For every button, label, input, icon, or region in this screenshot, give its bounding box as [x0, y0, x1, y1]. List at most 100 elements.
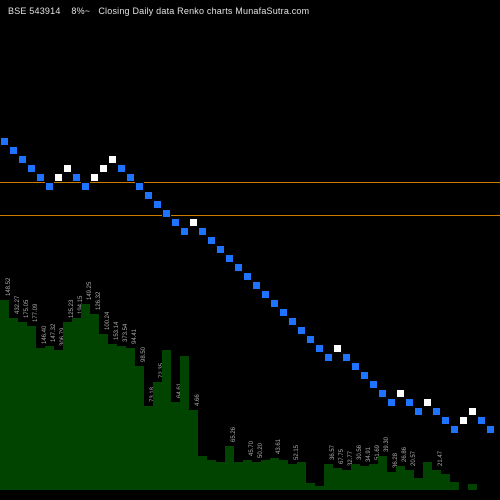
title-symbol: BSE 543914 [8, 6, 61, 16]
volume-bar [468, 484, 477, 490]
volume-bar [45, 346, 54, 490]
volume-bar [432, 470, 441, 490]
volume-bar [9, 318, 18, 490]
volume-bar [153, 382, 162, 490]
renko-brick-down [81, 182, 90, 191]
renko-brick-up [63, 164, 72, 173]
volume-label: 36.57 [330, 445, 336, 460]
renko-brick-down [324, 353, 333, 362]
renko-brick-down [477, 416, 486, 425]
volume-bar [414, 478, 423, 490]
renko-brick-down [360, 371, 369, 380]
chart-area: 148.52432.27175.05177.09146.40147.32306.… [0, 20, 500, 490]
volume-bar [63, 322, 72, 490]
renko-brick-down [45, 182, 54, 191]
volume-bar [342, 470, 351, 490]
renko-brick-up [459, 416, 468, 425]
volume-label: 20.57 [411, 451, 417, 466]
renko-brick-down [414, 407, 423, 416]
volume-label: 146.40 [42, 326, 48, 344]
volume-label: 177.09 [33, 304, 39, 322]
volume-bar [405, 470, 414, 490]
volume-bar [243, 460, 252, 490]
renko-brick-down [207, 236, 216, 245]
renko-brick-down [486, 425, 495, 434]
renko-brick-down [27, 164, 36, 173]
volume-bar [72, 318, 81, 490]
renko-brick-down [153, 200, 162, 209]
volume-bar [450, 482, 459, 490]
renko-brick-down [252, 281, 261, 290]
volume-bar [441, 474, 450, 490]
volume-bar [27, 326, 36, 490]
volume-bar [18, 322, 27, 490]
renko-brick-down [378, 389, 387, 398]
volume-bar [54, 350, 63, 490]
volume-bar [162, 350, 171, 490]
renko-brick-down [288, 317, 297, 326]
volume-bar [387, 472, 396, 490]
renko-brick-up [108, 155, 117, 164]
volume-label: 153.14 [114, 322, 120, 340]
volume-bar [117, 346, 126, 490]
renko-brick-down [198, 227, 207, 236]
volume-bar [36, 348, 45, 490]
renko-brick-down [0, 137, 9, 146]
volume-label: 30.56 [357, 445, 363, 460]
renko-brick-down [135, 182, 144, 191]
volume-bar [189, 410, 198, 490]
volume-bar [378, 456, 387, 490]
renko-brick-down [279, 308, 288, 317]
volume-bar [198, 456, 207, 490]
renko-brick-up [99, 164, 108, 173]
volume-label: 39.30 [384, 437, 390, 452]
volume-bar [333, 468, 342, 490]
volume-label: 50.20 [258, 443, 264, 458]
renko-brick-down [270, 299, 279, 308]
renko-brick-down [405, 398, 414, 407]
renko-brick-down [126, 173, 135, 182]
renko-chart-container: BSE 543914 8%~ Closing Daily data Renko … [0, 0, 500, 500]
volume-bar [270, 458, 279, 490]
volume-label: 373.54 [123, 324, 129, 342]
renko-brick-down [387, 398, 396, 407]
volume-label: 98.50 [141, 347, 147, 362]
volume-label: 100.24 [105, 312, 111, 330]
renko-brick-down [432, 407, 441, 416]
horizontal-ref-line [0, 182, 500, 183]
volume-label: 4.66 [195, 394, 201, 406]
volume-bar [315, 486, 324, 490]
renko-brick-down [180, 227, 189, 236]
volume-bar [252, 462, 261, 490]
volume-bar [225, 446, 234, 490]
volume-bar [351, 464, 360, 490]
renko-brick-down [261, 290, 270, 299]
renko-brick-up [90, 173, 99, 182]
renko-brick-down [72, 173, 81, 182]
renko-brick-down [315, 344, 324, 353]
renko-brick-down [342, 353, 351, 362]
renko-brick-down [243, 272, 252, 281]
renko-brick-up [333, 344, 342, 353]
renko-brick-up [396, 389, 405, 398]
renko-brick-down [18, 155, 27, 164]
volume-bar [423, 462, 432, 490]
volume-label: 65.26 [231, 427, 237, 442]
volume-bar [261, 460, 270, 490]
volume-label: 149.25 [87, 282, 93, 300]
renko-brick-down [171, 218, 180, 227]
volume-bar [216, 462, 225, 490]
renko-brick-down [144, 191, 153, 200]
chart-title: BSE 543914 8%~ Closing Daily data Renko … [8, 6, 309, 16]
volume-bar [306, 483, 315, 490]
volume-label: 26.86 [402, 447, 408, 462]
renko-brick-up [54, 173, 63, 182]
volume-bar [144, 406, 153, 490]
volume-label: 43.61 [276, 439, 282, 454]
volume-label: 125.23 [69, 300, 75, 318]
volume-bar [396, 466, 405, 490]
volume-bar [369, 464, 378, 490]
renko-brick-down [36, 173, 45, 182]
renko-brick-down [234, 263, 243, 272]
volume-label: 21.47 [438, 451, 444, 466]
